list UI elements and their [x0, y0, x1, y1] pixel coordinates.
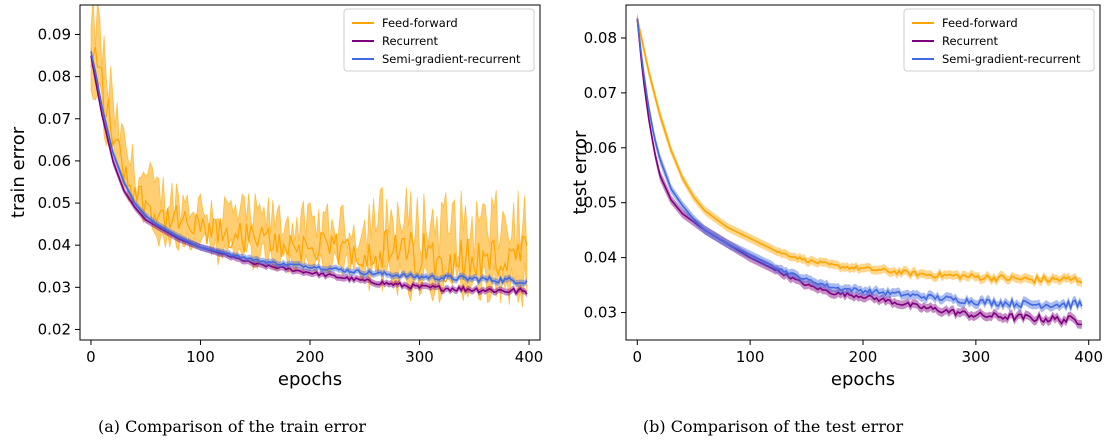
y-axis-label: train error: [8, 126, 29, 218]
series-line: [636, 18, 1083, 311]
x-tick-label: 100: [186, 348, 215, 366]
series-line: [90, 55, 528, 295]
x-axis-label: epochs: [831, 369, 895, 390]
figure-caption: (a) Comparison of the train error: [98, 417, 366, 436]
legend-label: Recurrent: [382, 34, 439, 48]
test-error-chart: 0 100 200 300 400 0.03 0.04 0.05 0.06 0.07 0.08 epo…: [570, 4, 1103, 436]
y-tick-label: 0.05: [38, 194, 71, 212]
x-tick-label: 0: [86, 348, 96, 366]
plot-area: [90, 5, 528, 308]
y-tick-label: 0.06: [38, 152, 71, 170]
legend-label: Semi-gradient-recurrent: [942, 52, 1081, 66]
legend: Feed-forward Recurrent Semi-gradient-recur…: [903, 8, 1095, 72]
x-tick-label: 200: [849, 348, 878, 366]
plot-area: [636, 13, 1083, 329]
y-tick-label: 0.05: [584, 194, 617, 212]
x-tick-label: 200: [296, 348, 325, 366]
x-tick-label: 400: [515, 348, 544, 366]
y-tick-label: 0.07: [584, 84, 617, 102]
legend-label: Feed-forward: [382, 16, 458, 30]
legend-box: [343, 8, 535, 72]
series-line: [636, 18, 1083, 285]
series-semi-gradient-recurrent: [90, 47, 528, 288]
x-tick-label: 0: [633, 348, 643, 366]
series-recurrent: [90, 51, 528, 298]
x-axis-label: epochs: [278, 369, 342, 390]
series-semi-gradient-recurrent: [636, 13, 1083, 313]
x-tick-label: 300: [405, 348, 434, 366]
x-tick-label: 100: [736, 348, 765, 366]
series-feed-forward: [636, 13, 1083, 288]
y-axis-label: test error: [570, 130, 591, 214]
y-tick-label: 0.04: [38, 236, 71, 254]
y-tick-label: 0.04: [584, 249, 617, 267]
y-tick-label: 0.09: [38, 25, 71, 43]
y-tick-label: 0.08: [38, 68, 71, 86]
x-tick-label: 300: [962, 348, 991, 366]
y-tick-label: 0.03: [584, 304, 617, 322]
legend-label: Semi-gradient-recurrent: [382, 52, 521, 66]
legend-label: Feed-forward: [942, 16, 1018, 30]
y-tick-label: 0.03: [38, 278, 71, 296]
y-tick-label: 0.06: [584, 139, 617, 157]
legend: Feed-forward Recurrent Semi-gradient-recur…: [343, 8, 535, 72]
series-line: [90, 46, 528, 283]
train-error-chart: 0 100 200 300 400 0.02 0.03 0.04 0.05 0.06 0.07 0.0…: [8, 4, 544, 436]
y-tick-label: 0.08: [584, 29, 617, 47]
y-tick-label: 0.02: [38, 320, 71, 338]
y-tick-label: 0.07: [38, 110, 71, 128]
series-line: [90, 51, 528, 285]
figure-caption: (b) Comparison of the test error: [643, 417, 904, 436]
legend-box: [903, 8, 1095, 72]
x-tick-label: 400: [1074, 348, 1103, 366]
legend-label: Recurrent: [942, 34, 999, 48]
